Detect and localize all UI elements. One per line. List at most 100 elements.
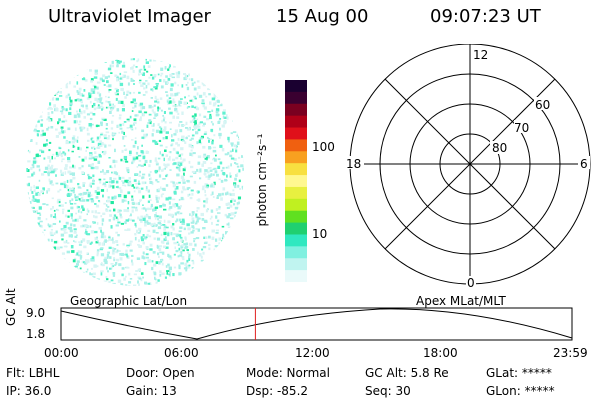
uv-speckle: [122, 74, 125, 78]
uv-speckle: [238, 136, 241, 139]
uv-speckle: [202, 145, 206, 149]
uv-speckle: [100, 133, 103, 136]
uv-speckle: [150, 88, 154, 91]
uv-speckle: [92, 174, 95, 178]
uv-speckle: [189, 152, 192, 156]
uv-speckle: [189, 70, 192, 72]
uv-speckle: [201, 163, 204, 167]
uv-speckle: [112, 107, 115, 109]
uv-speckle: [40, 119, 44, 122]
uv-speckle: [210, 215, 213, 219]
uv-speckle: [180, 175, 185, 179]
uv-speckle: [87, 139, 90, 142]
uv-speckle: [113, 257, 116, 259]
uv-speckle: [58, 272, 61, 275]
uv-speckle: [63, 115, 66, 119]
uv-speckle: [42, 187, 45, 190]
uv-speckle: [203, 273, 207, 276]
uv-speckle: [160, 109, 163, 112]
uv-speckle: [86, 213, 88, 216]
uv-speckle: [188, 62, 192, 65]
uv-speckle: [220, 261, 224, 264]
uv-speckle: [138, 160, 142, 162]
uv-speckle: [134, 104, 137, 108]
uv-speckle: [103, 258, 107, 263]
uv-speckle: [237, 221, 241, 224]
uv-speckle: [163, 219, 166, 223]
uv-speckle: [223, 173, 226, 176]
uv-speckle: [207, 88, 211, 91]
uv-speckle: [244, 145, 246, 148]
uv-speckle: [173, 65, 176, 68]
uv-speckle: [161, 193, 165, 195]
uv-speckle: [132, 64, 136, 67]
uv-speckle: [206, 186, 209, 189]
uv-speckle: [132, 287, 134, 288]
uv-speckle: [113, 208, 116, 212]
uv-speckle: [235, 174, 238, 177]
uv-speckle: [32, 284, 36, 286]
x-tick-1200: 12:00: [295, 346, 330, 360]
uv-speckle: [128, 177, 131, 180]
uv-speckle: [149, 171, 152, 173]
uv-speckle: [174, 212, 177, 216]
uv-speckle: [117, 234, 120, 237]
uv-speckle: [182, 181, 186, 184]
uv-speckle: [234, 162, 237, 164]
uv-speckle: [114, 264, 117, 266]
colorbar-gradient: [285, 80, 307, 283]
uv-speckle: [142, 112, 145, 116]
uv-speckle: [47, 126, 50, 129]
uv-speckle: [163, 245, 166, 249]
uv-speckle: [188, 258, 191, 261]
uv-speckle: [233, 220, 237, 224]
uv-speckle: [209, 217, 212, 220]
uv-speckle: [130, 58, 133, 61]
uv-speckle: [148, 104, 152, 109]
uv-speckle: [38, 65, 41, 69]
uv-speckle: [148, 207, 152, 210]
uv-speckle: [53, 104, 56, 108]
uv-speckle: [98, 154, 101, 157]
uv-speckle: [40, 133, 44, 137]
uv-speckle: [230, 64, 234, 67]
uv-speckle: [126, 209, 130, 213]
uv-speckle: [92, 221, 95, 223]
uv-speckle: [177, 206, 181, 210]
uv-speckle: [135, 186, 139, 190]
uv-speckle: [66, 82, 69, 85]
uv-speckle: [58, 147, 62, 150]
uv-speckle: [170, 232, 173, 236]
uv-speckle: [89, 152, 93, 156]
uv-speckle: [189, 213, 191, 216]
uv-speckle: [197, 217, 201, 220]
uv-speckle: [28, 94, 32, 98]
uv-speckle: [159, 270, 162, 274]
uv-speckle: [31, 225, 35, 229]
uv-speckle: [113, 197, 116, 200]
uv-speckle: [132, 58, 135, 61]
uv-speckle: [105, 131, 110, 134]
uv-speckle: [217, 158, 221, 161]
uv-speckle: [183, 276, 186, 280]
uv-speckle: [131, 254, 134, 257]
uv-speckle: [227, 59, 230, 63]
uv-speckle: [63, 76, 67, 79]
uv-speckle: [216, 268, 219, 272]
uv-speckle: [143, 68, 147, 71]
uv-speckle: [107, 199, 111, 203]
uv-speckle: [37, 75, 41, 79]
uv-speckle: [99, 77, 103, 81]
uv-speckle: [111, 180, 115, 184]
uv-speckle: [93, 107, 97, 111]
uv-speckle: [66, 262, 70, 265]
uv-speckle: [101, 105, 103, 108]
uv-speckle: [191, 170, 196, 173]
uv-speckle: [223, 116, 227, 119]
uv-speckle: [162, 240, 165, 244]
uv-speckle: [124, 148, 128, 151]
uv-speckle: [47, 223, 50, 227]
uv-speckle: [169, 156, 171, 159]
uv-speckle: [99, 145, 103, 147]
uv-speckle: [228, 192, 231, 196]
